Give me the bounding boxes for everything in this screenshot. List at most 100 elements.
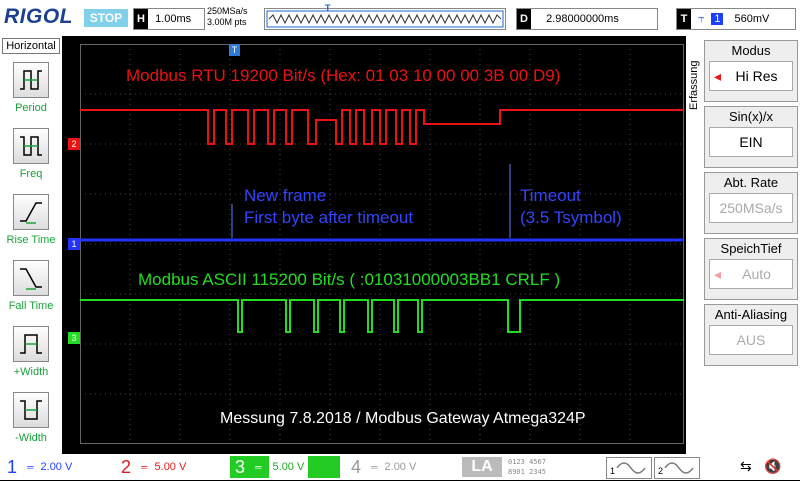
math2-button[interactable]: 2 bbox=[654, 457, 700, 479]
period-label: Period bbox=[15, 102, 47, 114]
channel-status-bar: 1 ═ 2.00 V 2 ═ 5.00 V 3 ═ 5.00 V 4 ═ 2.0… bbox=[0, 454, 800, 480]
measure-negative-width[interactable]: -Width bbox=[0, 386, 62, 452]
anti-aliasing-button[interactable]: Anti-Aliasing AUS bbox=[704, 304, 798, 366]
ch3-ground-marker[interactable]: 3 bbox=[68, 332, 80, 344]
top-status-bar: RIGOL STOP H 1.00ms 250MSa/s 3.00M pts T… bbox=[0, 0, 800, 36]
menu-side-label: Erfassung bbox=[688, 60, 700, 110]
sample-rate-button[interactable]: Abt. Rate 250MSa/s bbox=[704, 172, 798, 234]
measure-freq[interactable]: Freq bbox=[0, 122, 62, 188]
run-stop-indicator[interactable]: STOP bbox=[84, 9, 128, 27]
fall-time-icon bbox=[13, 260, 49, 296]
sinx-value: EIN bbox=[709, 127, 793, 157]
ch2-number: 2 bbox=[120, 457, 131, 477]
measure-positive-width[interactable]: +Width bbox=[0, 320, 62, 386]
horizontal-measure-panel: Horizontal Period Freq Rise Time Fall Ti… bbox=[0, 36, 62, 454]
trigger-position-marker[interactable]: T bbox=[229, 44, 240, 56]
dc-coupling-icon: ═ bbox=[141, 462, 148, 472]
math1-button[interactable]: 1 bbox=[606, 457, 652, 479]
panel-page-indicator[interactable] bbox=[2, 200, 8, 220]
period-icon bbox=[13, 62, 49, 98]
ch1-scale: 2.00 V bbox=[40, 461, 73, 473]
annotation-first-byte: First byte after timeout bbox=[244, 208, 414, 227]
freq-label: Freq bbox=[19, 168, 43, 180]
acq-mode-value-text: Hi Res bbox=[735, 68, 778, 84]
trigger-edge-icon: ⥾ bbox=[698, 13, 705, 25]
usb-icon: ⇆ bbox=[740, 458, 752, 474]
speaker-muted-icon[interactable]: 🔇 bbox=[764, 458, 782, 474]
caret-left-icon: ◂ bbox=[714, 68, 722, 84]
memory-depth-value-text: Auto bbox=[742, 266, 771, 282]
trigger-readout[interactable]: T ⥾ 1 560mV bbox=[676, 8, 796, 30]
ch1-number: 1 bbox=[6, 457, 17, 477]
sample-rate-title: Abt. Rate bbox=[723, 175, 779, 190]
negative-width-icon bbox=[13, 392, 49, 428]
timebase-readout[interactable]: H 1.00ms bbox=[133, 8, 205, 30]
trigger-key: T bbox=[677, 9, 691, 29]
digital-channels-grid: 0123 4567 8901 2345 bbox=[508, 458, 546, 476]
delay-key: D bbox=[517, 9, 531, 29]
memory-depth-value: ◂ Auto bbox=[709, 259, 793, 289]
memory-overview-strip[interactable]: T bbox=[264, 3, 506, 30]
fall-time-label: Fall Time bbox=[8, 300, 54, 312]
ch4-number: 4 bbox=[350, 457, 361, 477]
ch2-status[interactable]: 2 ═ 5.00 V bbox=[116, 456, 226, 478]
dc-coupling-icon: ═ bbox=[27, 462, 34, 472]
acq-mode-title: Modus bbox=[731, 43, 771, 58]
ch2-ground-marker[interactable]: 2 bbox=[68, 138, 80, 150]
rigol-logo: RIGOL bbox=[4, 5, 73, 28]
anti-aliasing-title: Anti-Aliasing bbox=[714, 307, 788, 322]
measure-rise-time[interactable]: Rise Time bbox=[0, 188, 62, 254]
ch1-ground-marker[interactable]: 1 bbox=[68, 238, 80, 250]
acq-mode-value: ◂ Hi Res bbox=[709, 61, 793, 91]
memory-depth-button[interactable]: SpeichTief ◂ Auto bbox=[704, 238, 798, 300]
acquisition-info: 250MSa/s 3.00M pts bbox=[207, 6, 248, 28]
ch3-trace bbox=[80, 299, 684, 333]
ch3-scale: 5.00 V bbox=[268, 456, 309, 478]
sinx-title: Sin(x)/x bbox=[728, 109, 774, 124]
ch1-status[interactable]: 1 ═ 2.00 V bbox=[2, 456, 112, 478]
ch3-status[interactable]: 3 ═ 5.00 V bbox=[230, 456, 340, 478]
sinx-button[interactable]: Sin(x)/x EIN bbox=[704, 106, 798, 168]
ch3-number: 3 bbox=[234, 457, 245, 477]
sine-wave-icon bbox=[664, 462, 694, 474]
delay-value: 2.98000000ms bbox=[546, 13, 619, 25]
caret-left-icon: ◂ bbox=[714, 266, 722, 282]
panel-title: Horizontal bbox=[2, 38, 60, 54]
overview-trigger-marker: T bbox=[325, 3, 331, 13]
waveform-grid bbox=[80, 44, 684, 444]
ch4-scale: 2.00 V bbox=[384, 461, 417, 473]
measure-fall-time[interactable]: Fall Time bbox=[0, 254, 62, 320]
annotation-red: Modbus RTU 19200 Bit/s (Hex: 01 03 10 00… bbox=[126, 66, 561, 85]
annotation-new-frame: New frame bbox=[244, 186, 327, 205]
acq-mode-button[interactable]: Modus ◂ Hi Res bbox=[704, 40, 798, 102]
sine-wave-icon bbox=[616, 462, 646, 474]
math2-label: 2 bbox=[658, 466, 664, 476]
memory-overview-waveform bbox=[266, 10, 504, 28]
annotation-footer: Messung 7.8.2018 / Modbus Gateway Atmega… bbox=[220, 410, 586, 427]
ch2-scale: 5.00 V bbox=[154, 461, 187, 473]
anti-aliasing-value: AUS bbox=[709, 325, 793, 355]
positive-width-icon bbox=[13, 326, 49, 362]
dc-coupling-icon: ═ bbox=[255, 462, 262, 472]
positive-width-label: +Width bbox=[13, 366, 49, 378]
trigger-level: 560mV bbox=[734, 13, 770, 25]
annotation-green: Modbus ASCII 115200 Bit/s ( :01031000003… bbox=[138, 270, 561, 289]
measure-period[interactable]: Period bbox=[0, 56, 62, 122]
memory-depth: 3.00M pts bbox=[207, 17, 247, 27]
negative-width-label: -Width bbox=[15, 432, 47, 444]
logic-analyzer-button[interactable]: LA bbox=[462, 457, 502, 477]
delay-readout[interactable]: D 2.98000000ms bbox=[516, 8, 658, 30]
sample-rate-value: 250MSa/s bbox=[709, 193, 793, 223]
memory-depth-title: SpeichTief bbox=[720, 241, 782, 256]
annotation-timeout-symbol: (3.5 Tsymbol) bbox=[520, 208, 622, 227]
frequency-icon bbox=[13, 128, 49, 164]
ch2-trace bbox=[80, 109, 684, 145]
sample-rate: 250MSa/s bbox=[207, 6, 248, 16]
timebase-value: 1.00ms bbox=[155, 13, 192, 25]
rise-time-label: Rise Time bbox=[6, 234, 56, 246]
waveform-display[interactable]: Modbus RTU 19200 Bit/s (Hex: 01 03 10 00… bbox=[80, 44, 684, 444]
timebase-key: H bbox=[134, 9, 148, 29]
rise-time-icon bbox=[13, 194, 49, 230]
annotation-timeout: Timeout bbox=[520, 186, 581, 205]
ch4-status[interactable]: 4 ═ 2.00 V bbox=[346, 456, 456, 478]
